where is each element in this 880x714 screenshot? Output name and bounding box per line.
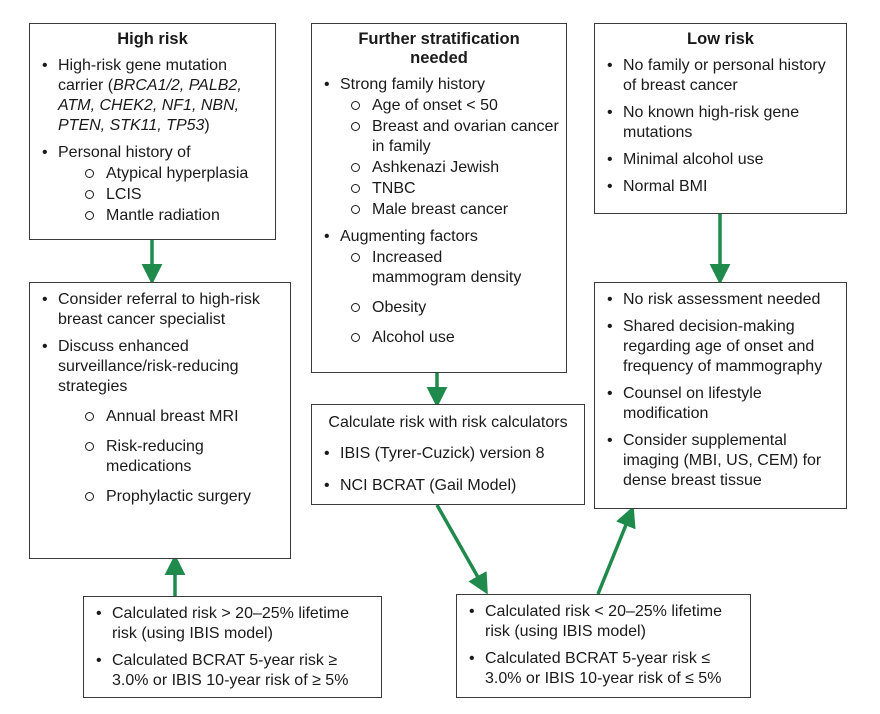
further-title: Further stratification needed xyxy=(358,30,520,67)
high-risk-actions-box: Consider referral to high-risk breast ca… xyxy=(29,282,291,559)
further-stratification-box: Further stratification needed Strong fam… xyxy=(311,23,567,373)
high-risk-gene-item: High-risk gene mutation carrier (BRCA1/2… xyxy=(30,56,275,136)
sub-item: Obesity xyxy=(344,298,566,318)
calculators-title: Calculate risk with risk calculators xyxy=(328,414,568,431)
list-item: Shared decision-making regarding age of … xyxy=(595,317,840,377)
calculated-high-box: Calculated risk > 20–25% lifetime risk (… xyxy=(83,596,382,698)
list-item: Consider referral to high-risk breast ca… xyxy=(30,290,282,330)
sub-item: LCIS xyxy=(78,185,275,205)
list-item: Consider supplemental imaging (MBI, US, … xyxy=(595,431,840,491)
list-item: Minimal alcohol use xyxy=(595,150,836,170)
low-risk-actions-box: No risk assessment needed Shared decisio… xyxy=(594,282,847,509)
arrow-calculators-to-calc-low xyxy=(435,504,488,595)
sub-item: Atypical hyperplasia xyxy=(78,164,275,184)
low-risk-title: Low risk xyxy=(687,30,754,48)
sub-item: Annual breast MRI xyxy=(78,407,252,427)
sub-item: Mantle radiation xyxy=(78,206,275,226)
list-item: Normal BMI xyxy=(595,177,836,197)
risk-calculators-box: Calculate risk with risk calculators IBI… xyxy=(311,404,585,505)
list-item: IBIS (Tyrer-Cuzick) version 8 xyxy=(312,444,584,464)
list-item: Counsel on lifestyle modification xyxy=(595,384,840,424)
family-history-item: Strong family history Age of onset < 50 … xyxy=(312,75,566,220)
high-risk-title: High risk xyxy=(117,30,188,48)
list-item: Calculated BCRAT 5-year risk ≥ 3.0% or I… xyxy=(84,651,375,691)
sub-item: Risk-reducing medications xyxy=(78,437,252,477)
sub-item: Male breast cancer xyxy=(344,200,566,220)
list-item: NCI BCRAT (Gail Model) xyxy=(312,476,584,496)
high-risk-history-item: Personal history of Atypical hyperplasia… xyxy=(30,143,275,226)
low-risk-box: Low risk No family or personal history o… xyxy=(594,23,847,214)
sub-item: Ashkenazi Jewish xyxy=(344,158,566,178)
sub-item: Breast and ovarian cancer in family xyxy=(344,117,566,157)
sub-item: Alcohol use xyxy=(344,328,566,348)
calculated-low-box: Calculated risk < 20–25% lifetime risk (… xyxy=(456,594,751,698)
list-item: Calculated risk > 20–25% lifetime risk (… xyxy=(84,604,375,644)
high-risk-box: High risk High-risk gene mutation carrie… xyxy=(29,23,276,240)
list-item: No family or personal history of breast … xyxy=(595,56,836,96)
sub-item: Prophylactic surgery xyxy=(78,487,252,507)
list-item: Calculated BCRAT 5-year risk ≤ 3.0% or I… xyxy=(457,649,744,689)
list-item: No known high-risk gene mutations xyxy=(595,103,836,143)
arrow-calc-low-to-low-actions xyxy=(596,505,636,595)
list-item: Discuss enhanced surveillance/risk-reduc… xyxy=(30,337,282,507)
sub-item: Age of onset < 50 xyxy=(344,96,566,116)
sub-item: TNBC xyxy=(344,179,566,199)
augmenting-factors-item: Augmenting factors Increased mammogram d… xyxy=(312,227,566,348)
sub-item: Increased mammogram density xyxy=(344,248,566,288)
list-item: Calculated risk < 20–25% lifetime risk (… xyxy=(457,602,744,642)
list-item: No risk assessment needed xyxy=(595,290,840,310)
